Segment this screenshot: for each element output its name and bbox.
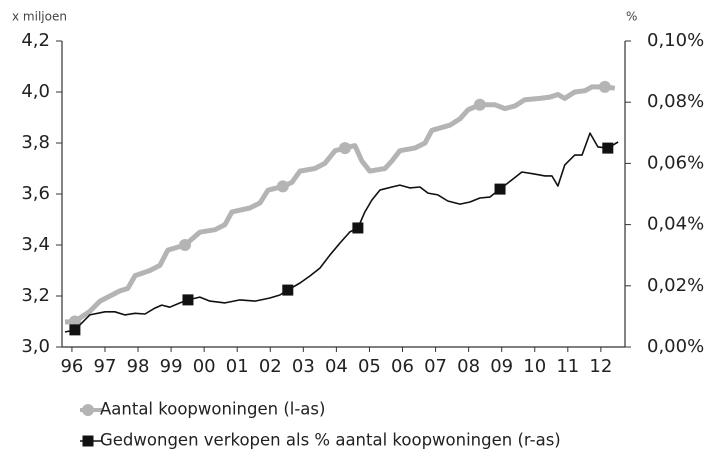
legend-label: Aantal koopwoningen (l-as) [100, 400, 325, 419]
x-tick-label: 05 [358, 356, 381, 377]
x-tick-label: 10 [523, 356, 546, 377]
x-tick-label: 98 [127, 356, 150, 377]
x-tick-label: 09 [490, 356, 513, 377]
x-tick-label: 02 [259, 356, 282, 377]
y2-tick-label: 0,10% [647, 30, 704, 51]
point-marker [282, 284, 294, 296]
x-tick-label: 11 [556, 356, 579, 377]
point-marker [352, 222, 364, 234]
y2-tick-label: 0,02% [647, 275, 704, 296]
x-tick-label: 07 [424, 356, 447, 377]
y-tick-label: 3,4 [21, 234, 50, 255]
point-marker [182, 294, 194, 306]
point-marker [473, 98, 486, 111]
y-tick-label: 4,2 [21, 30, 50, 51]
x-tick-label: 03 [292, 356, 315, 377]
y2-tick-label: 0,04% [647, 214, 704, 235]
point-marker [602, 142, 614, 154]
y2-tick-label: 0,08% [647, 91, 704, 112]
x-tick-label: 96 [60, 356, 83, 377]
y-axis-label: x miljoen [12, 10, 67, 24]
point-marker [276, 180, 289, 193]
x-tick-label: 01 [226, 356, 249, 377]
point-marker [494, 183, 506, 195]
legend-label: Gedwongen verkopen als % aantal koopwoni… [100, 431, 561, 450]
x-tick-label: 04 [325, 356, 348, 377]
series-line [64, 132, 619, 333]
x-tick-label: 08 [457, 356, 480, 377]
point-marker [178, 239, 191, 251]
y-tick-label: 3,0 [21, 336, 50, 357]
x-tick-label: 99 [160, 356, 183, 377]
y2-tick-label: 0,00% [647, 336, 704, 357]
point-marker [338, 142, 351, 155]
axes [61, 41, 626, 348]
legend-marker [82, 435, 94, 447]
y-tick-label: 3,6 [21, 183, 50, 204]
y-tick-label: 4,0 [21, 81, 50, 102]
point-marker [69, 324, 81, 336]
y2-axis-label: % [626, 10, 637, 24]
y-tick-label: 3,2 [21, 285, 50, 306]
series-line [64, 84, 616, 325]
x-tick-label: 97 [94, 356, 117, 377]
x-tick-label: 00 [193, 356, 216, 377]
legend-marker [82, 404, 94, 416]
y-tick-label: 3,8 [21, 132, 50, 153]
x-tick-label: 12 [589, 356, 612, 377]
x-tick-label: 06 [391, 356, 414, 377]
y2-tick-label: 0,06% [647, 152, 704, 173]
point-marker [598, 80, 611, 93]
